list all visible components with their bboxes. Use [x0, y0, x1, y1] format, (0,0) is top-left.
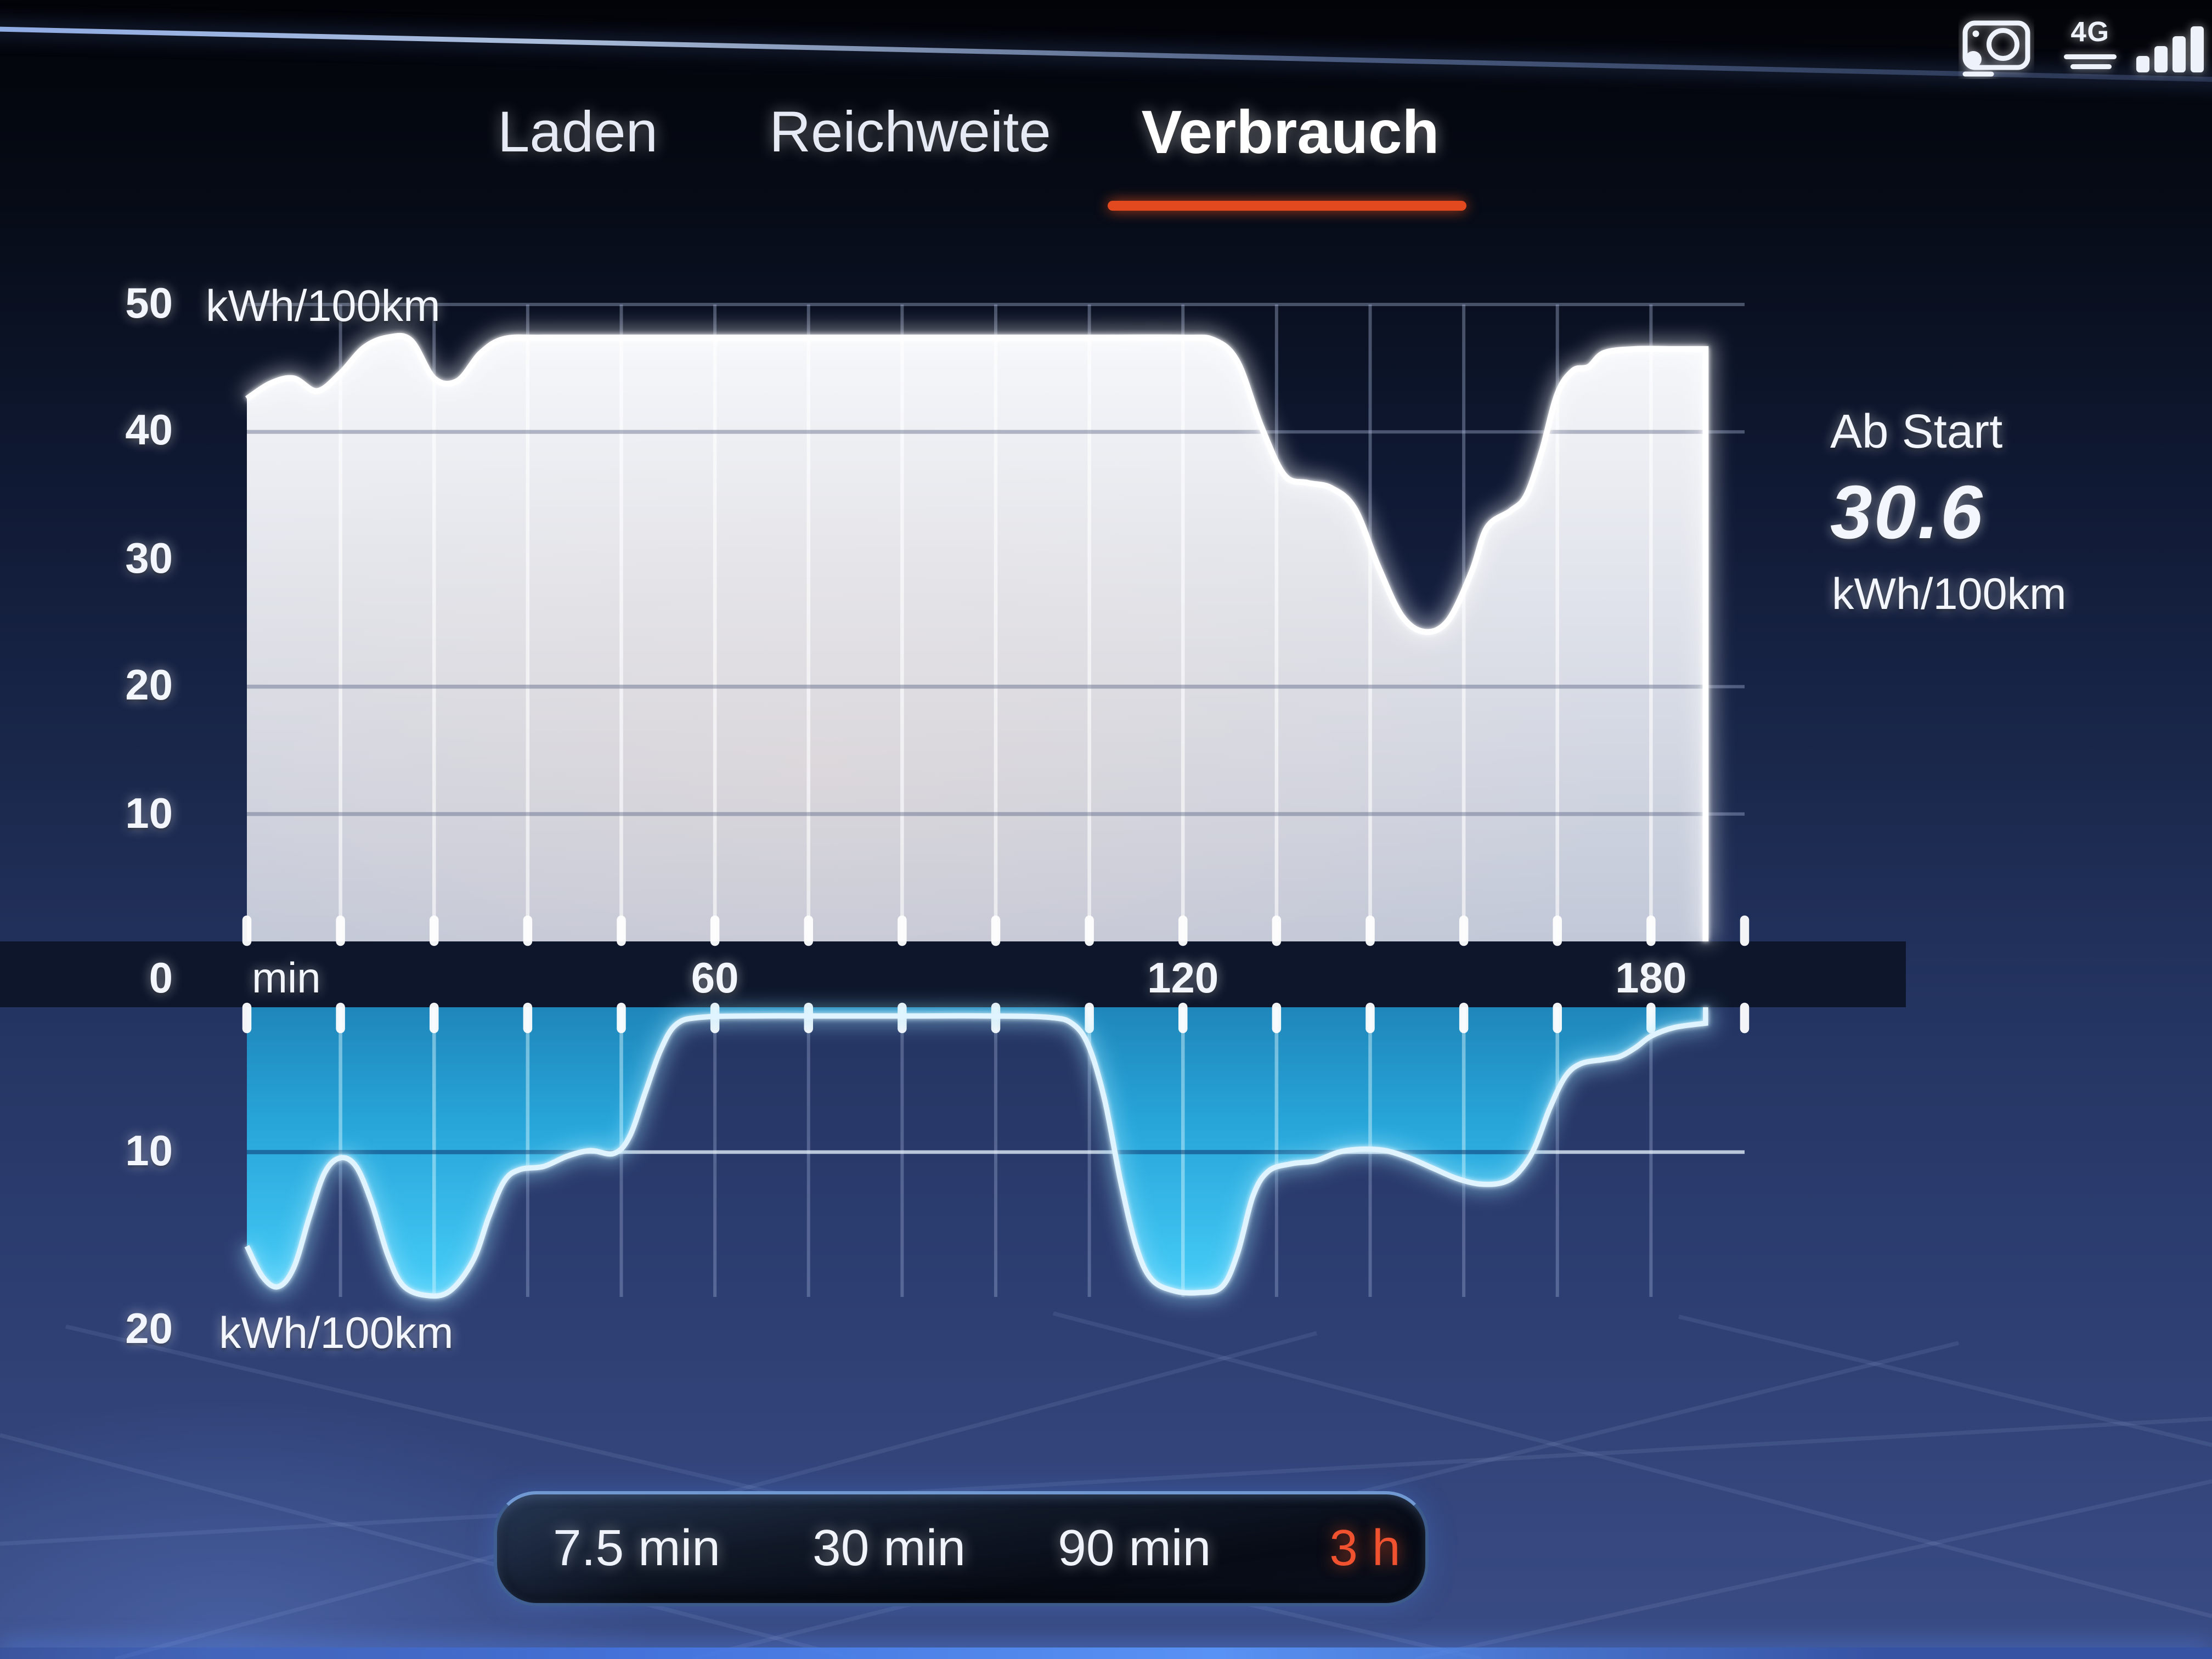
summary-unit: kWh/100km	[1832, 569, 2067, 619]
reference-lines	[0, 293, 2038, 1304]
lower-axis-unit: kWh/100km	[219, 1308, 454, 1358]
range-option-90-min[interactable]: 90 min	[1058, 1519, 1211, 1577]
upper-ytick-30: 30	[125, 533, 173, 583]
range-option-7-5-min[interactable]: 7.5 min	[553, 1519, 721, 1577]
xtick-180: 180	[1615, 953, 1687, 1002]
summary-title: Ab Start	[1830, 407, 2003, 459]
status-bar: 4G	[1959, 7, 2205, 82]
screen-bottom-edge	[0, 1647, 2212, 1659]
upper-ytick-10: 10	[125, 787, 173, 837]
upper-ytick-50: 50	[125, 278, 173, 328]
tab-reichweite[interactable]: Reichweite	[769, 100, 1051, 165]
upper-ytick-20: 20	[125, 660, 173, 710]
tab-verbrauch[interactable]: Verbrauch	[1141, 99, 1440, 166]
signal-strength-icon	[2136, 23, 2209, 72]
x-origin-label: 0	[149, 953, 173, 1002]
lower-ytick-20: 20	[125, 1304, 173, 1353]
summary-value: 30.6	[1830, 469, 1984, 555]
camera-icon	[1962, 20, 2030, 77]
xtick-120: 120	[1147, 953, 1219, 1002]
time-range-selector: 7.5 min 30 min 90 min 3 h	[494, 1491, 1429, 1606]
4g-icon: 4G	[2061, 16, 2120, 69]
network-label: 4G	[2070, 16, 2110, 48]
x-axis-unit: min	[252, 953, 321, 1002]
range-option-3-h[interactable]: 3 h	[1329, 1519, 1401, 1577]
chart-fills	[247, 336, 1706, 1296]
xtick-60: 60	[691, 953, 739, 1002]
lower-ytick-10: 10	[125, 1126, 173, 1175]
data-curves	[240, 328, 1714, 1304]
upper-axis-unit: kWh/100km	[206, 281, 441, 331]
range-option-30-min[interactable]: 30 min	[812, 1519, 966, 1577]
tab-laden[interactable]: Laden	[498, 100, 658, 165]
upper-ytick-40: 40	[125, 405, 173, 455]
active-tab-underline	[1108, 201, 1466, 211]
